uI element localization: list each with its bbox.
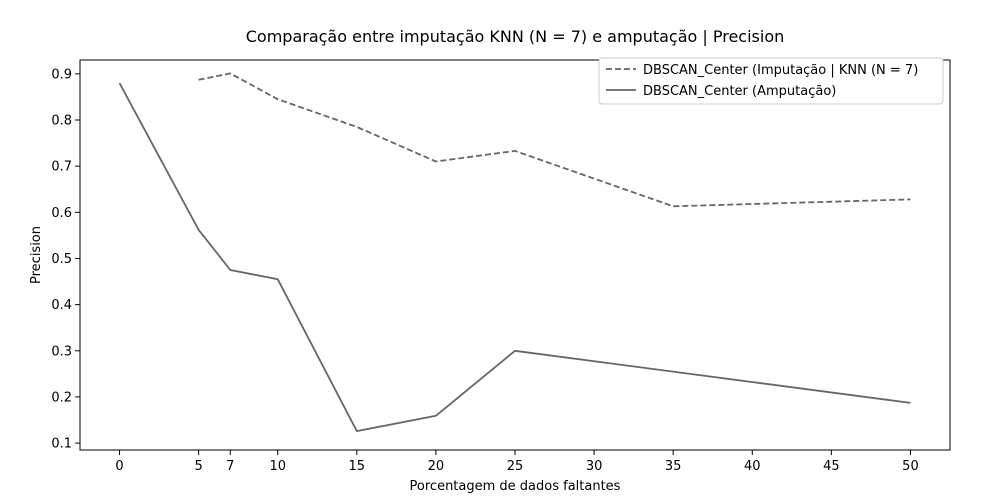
- y-axis: 0.1 0.2 0.3 0.4 0.5 0.6 0.7 0.8 0.9: [51, 67, 80, 452]
- y-tick-label: 0.4: [51, 298, 72, 313]
- y-tick-label: 0.1: [51, 437, 72, 452]
- x-tick-label: 20: [428, 459, 445, 474]
- legend-label-imputacao: DBSCAN_Center (Imputação | KNN (N = 7): [643, 63, 918, 78]
- x-axis: 0 5 7 10 15 20 25 30 35 40 45 50: [115, 450, 919, 474]
- x-tick-label: 5: [194, 459, 202, 474]
- x-tick-label: 10: [269, 459, 286, 474]
- y-tick-label: 0.5: [51, 252, 72, 267]
- series-lines: [118, 72, 911, 433]
- x-axis-label: Porcentagem de dados faltantes: [410, 479, 621, 494]
- x-tick-label: 0: [115, 459, 123, 474]
- y-tick-label: 0.6: [51, 206, 72, 221]
- x-tick-label: 45: [823, 459, 840, 474]
- y-axis-label: Precision: [29, 226, 44, 284]
- x-tick-label: 7: [226, 459, 234, 474]
- series-line-imputacao: [198, 72, 911, 208]
- x-tick-label: 50: [902, 459, 919, 474]
- x-tick-label: 35: [665, 459, 682, 474]
- x-tick-label: 30: [586, 459, 603, 474]
- x-tick-label: 40: [744, 459, 761, 474]
- y-tick-label: 0.3: [51, 344, 72, 359]
- series-line-amputacao: [118, 82, 911, 433]
- chart-title: Comparação entre imputação KNN (N = 7) e…: [246, 27, 785, 46]
- legend-box: [598, 57, 944, 105]
- y-tick-label: 0.8: [51, 114, 72, 129]
- y-tick-label: 0.9: [51, 67, 72, 82]
- y-tick-label: 0.2: [51, 390, 72, 405]
- legend-label-amputacao: DBSCAN_Center (Amputação): [643, 84, 836, 99]
- x-tick-label: 25: [507, 459, 524, 474]
- y-tick-label: 0.7: [51, 160, 72, 175]
- legend: DBSCAN_Center (Imputação | KNN (N = 7) D…: [598, 57, 944, 105]
- x-tick-label: 15: [349, 459, 366, 474]
